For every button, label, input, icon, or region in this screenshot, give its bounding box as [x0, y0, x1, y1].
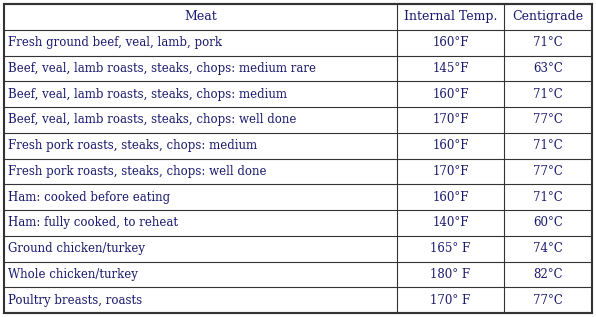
Text: 60°C: 60°C [533, 217, 563, 230]
Text: 180° F: 180° F [430, 268, 471, 281]
Text: Beef, veal, lamb roasts, steaks, chops: medium rare: Beef, veal, lamb roasts, steaks, chops: … [8, 62, 316, 75]
Text: 160°F: 160°F [432, 191, 468, 204]
Text: 165° F: 165° F [430, 242, 471, 255]
Text: Beef, veal, lamb roasts, steaks, chops: well done: Beef, veal, lamb roasts, steaks, chops: … [8, 113, 296, 126]
Text: 71°C: 71°C [533, 36, 563, 49]
Text: Meat: Meat [184, 10, 217, 23]
Text: 71°C: 71°C [533, 87, 563, 100]
Text: 74°C: 74°C [533, 242, 563, 255]
Text: Fresh pork roasts, steaks, chops: medium: Fresh pork roasts, steaks, chops: medium [8, 139, 257, 152]
Text: 145°F: 145°F [432, 62, 468, 75]
Text: 160°F: 160°F [432, 139, 468, 152]
Text: 71°C: 71°C [533, 191, 563, 204]
Text: Internal Temp.: Internal Temp. [404, 10, 497, 23]
Text: 77°C: 77°C [533, 294, 563, 307]
Text: 77°C: 77°C [533, 165, 563, 178]
Text: Ham: cooked before eating: Ham: cooked before eating [8, 191, 170, 204]
Text: Fresh pork roasts, steaks, chops: well done: Fresh pork roasts, steaks, chops: well d… [8, 165, 266, 178]
Text: Whole chicken/turkey: Whole chicken/turkey [8, 268, 138, 281]
Text: 160°F: 160°F [432, 36, 468, 49]
Text: 140°F: 140°F [432, 217, 468, 230]
Text: Poultry breasts, roasts: Poultry breasts, roasts [8, 294, 142, 307]
Text: 170° F: 170° F [430, 294, 471, 307]
Text: 170°F: 170°F [432, 165, 468, 178]
Text: Ground chicken/turkey: Ground chicken/turkey [8, 242, 145, 255]
Text: Centigrade: Centigrade [513, 10, 583, 23]
Text: Beef, veal, lamb roasts, steaks, chops: medium: Beef, veal, lamb roasts, steaks, chops: … [8, 87, 287, 100]
Text: 160°F: 160°F [432, 87, 468, 100]
Text: Ham: fully cooked, to reheat: Ham: fully cooked, to reheat [8, 217, 178, 230]
Text: 71°C: 71°C [533, 139, 563, 152]
Text: 170°F: 170°F [432, 113, 468, 126]
Text: 77°C: 77°C [533, 113, 563, 126]
Text: 63°C: 63°C [533, 62, 563, 75]
Text: 82°C: 82°C [533, 268, 563, 281]
Text: Fresh ground beef, veal, lamb, pork: Fresh ground beef, veal, lamb, pork [8, 36, 222, 49]
